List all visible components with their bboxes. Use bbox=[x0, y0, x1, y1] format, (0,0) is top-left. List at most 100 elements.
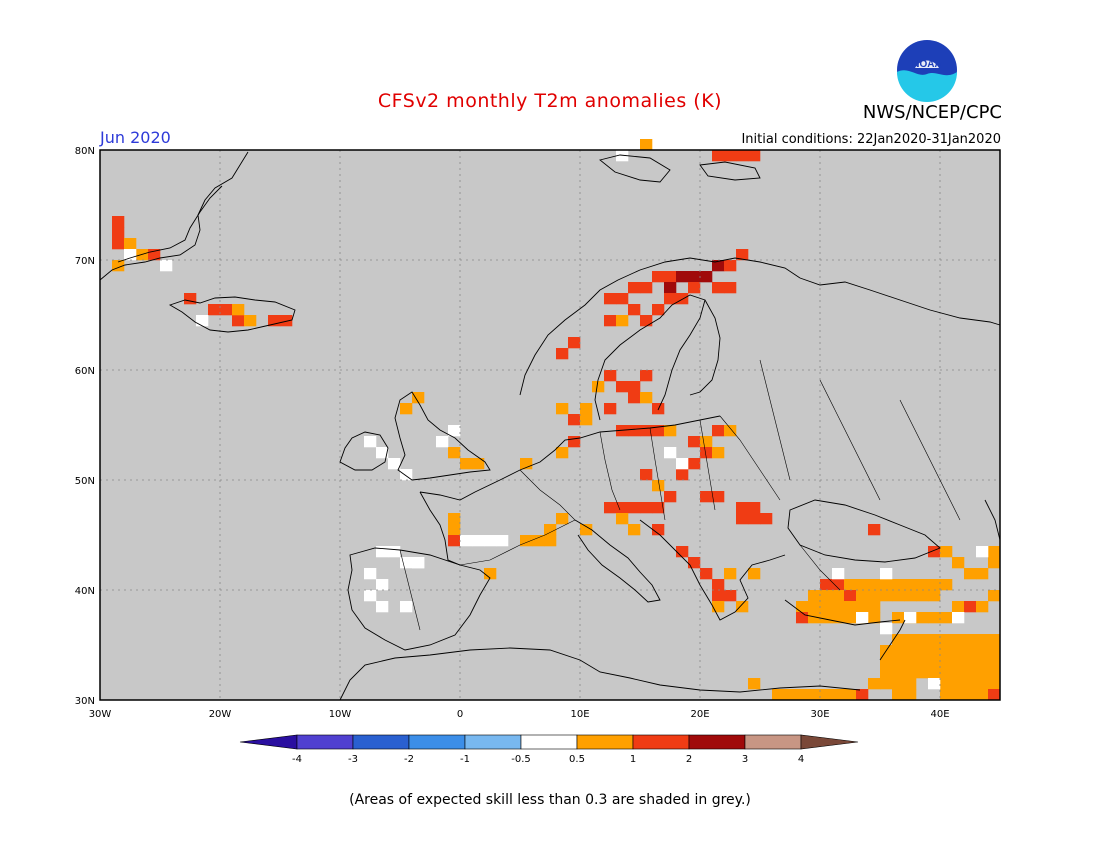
anomaly-cell bbox=[748, 568, 761, 580]
anomaly-cell bbox=[976, 667, 989, 679]
anomaly-cell bbox=[892, 612, 905, 624]
anomaly-cell bbox=[952, 689, 965, 701]
anomaly-cell bbox=[952, 656, 965, 668]
anomaly-cell bbox=[988, 678, 1001, 690]
anomaly-cell bbox=[676, 271, 689, 283]
anomaly-cell bbox=[688, 557, 701, 569]
anomaly-cell bbox=[808, 689, 821, 701]
anomaly-cell bbox=[112, 238, 125, 250]
anomaly-cell bbox=[388, 458, 401, 470]
coast-turkey-south bbox=[784, 599, 901, 626]
anomaly-cell bbox=[112, 260, 125, 272]
anomaly-cell bbox=[964, 656, 977, 668]
anomaly-cell bbox=[496, 535, 509, 547]
anomaly-cell bbox=[868, 579, 881, 591]
anomaly-cell bbox=[688, 458, 701, 470]
anomaly-cell bbox=[700, 271, 713, 283]
longitude-labels: 30W 20W 10W 0 10E 20E 30E 40E bbox=[89, 709, 950, 720]
anomaly-cell bbox=[952, 667, 965, 679]
anomaly-cell bbox=[952, 634, 965, 646]
anomaly-cell bbox=[628, 392, 641, 404]
anomaly-cell bbox=[880, 678, 893, 690]
anomaly-cell bbox=[568, 337, 581, 349]
anomaly-cell bbox=[964, 645, 977, 657]
colorbar-tick-label: -3 bbox=[348, 754, 358, 765]
anomaly-cell bbox=[652, 425, 665, 437]
anomaly-cell bbox=[184, 293, 197, 305]
anomaly-cell bbox=[952, 678, 965, 690]
anomaly-cell bbox=[892, 656, 905, 668]
anomaly-cell bbox=[832, 612, 845, 624]
anomaly-cell bbox=[892, 579, 905, 591]
anomaly-cell bbox=[928, 546, 941, 558]
anomaly-cell bbox=[376, 601, 389, 613]
coast-caspian bbox=[984, 499, 1001, 541]
longitude-label: 30W bbox=[89, 709, 112, 720]
anomaly-cell bbox=[928, 612, 941, 624]
colorbar-swatch bbox=[352, 734, 410, 750]
anomaly-cell bbox=[472, 458, 485, 470]
coast-britain bbox=[394, 391, 491, 481]
anomaly-cell bbox=[604, 370, 617, 382]
anomaly-cell bbox=[664, 293, 677, 305]
anomaly-cell bbox=[448, 535, 461, 547]
coast-norway bbox=[519, 257, 801, 396]
anomaly-cell bbox=[664, 491, 677, 503]
anomaly-cell bbox=[520, 458, 533, 470]
anomaly-cell bbox=[640, 370, 653, 382]
anomaly-cell bbox=[652, 502, 665, 514]
coast-sweden-baltic bbox=[594, 294, 706, 421]
latitude-label: 30N bbox=[75, 696, 95, 707]
anomaly-cell bbox=[484, 535, 497, 547]
anomaly-cell bbox=[472, 535, 485, 547]
anomaly-cell bbox=[448, 447, 461, 459]
anomaly-cell bbox=[940, 546, 953, 558]
anomaly-cell bbox=[400, 557, 413, 569]
coastlines bbox=[99, 151, 1001, 701]
anomaly-cell bbox=[736, 513, 749, 525]
anomaly-cell bbox=[556, 513, 569, 525]
anomaly-cell bbox=[796, 689, 809, 701]
anomaly-cell bbox=[652, 524, 665, 536]
anomaly-cell bbox=[796, 612, 809, 624]
anomaly-cell bbox=[736, 249, 749, 261]
anomaly-cell bbox=[628, 502, 641, 514]
anomaly-cell bbox=[388, 546, 401, 558]
anomaly-cell bbox=[376, 579, 389, 591]
anomaly-cell bbox=[844, 579, 857, 591]
anomaly-cell bbox=[712, 590, 725, 602]
anomaly-cell bbox=[616, 381, 629, 393]
anomaly-cell bbox=[724, 568, 737, 580]
anomaly-cell bbox=[748, 513, 761, 525]
anomaly-cell bbox=[916, 579, 929, 591]
anomaly-cell bbox=[808, 590, 821, 602]
anomaly-cell bbox=[820, 579, 833, 591]
anomaly-cell bbox=[364, 568, 377, 580]
anomaly-cell bbox=[736, 502, 749, 514]
anomaly-cell bbox=[556, 348, 569, 360]
country-borders bbox=[399, 359, 961, 631]
coast-continent bbox=[419, 415, 721, 501]
anomaly-cell bbox=[640, 392, 653, 404]
anomaly-cell bbox=[688, 271, 701, 283]
anomaly-cell bbox=[964, 568, 977, 580]
anomaly-cell bbox=[988, 546, 1001, 558]
anomaly-cell bbox=[772, 689, 785, 701]
anomaly-cell bbox=[832, 590, 845, 602]
anomaly-cell bbox=[892, 590, 905, 602]
anomaly-cell bbox=[940, 579, 953, 591]
anomaly-cell bbox=[712, 282, 725, 294]
colorbar-swatch bbox=[520, 734, 578, 750]
anomaly-cell bbox=[928, 678, 941, 690]
colorbar bbox=[239, 734, 859, 750]
anomaly-cell bbox=[640, 315, 653, 327]
anomaly-cell bbox=[676, 293, 689, 305]
longitude-label: 30E bbox=[810, 709, 829, 720]
anomaly-cell bbox=[376, 447, 389, 459]
anomaly-cell bbox=[976, 568, 989, 580]
anomaly-cell bbox=[604, 315, 617, 327]
anomaly-cell bbox=[964, 689, 977, 701]
anomaly-cell bbox=[820, 689, 833, 701]
anomaly-cell bbox=[892, 689, 905, 701]
coast-finland bbox=[689, 299, 721, 396]
